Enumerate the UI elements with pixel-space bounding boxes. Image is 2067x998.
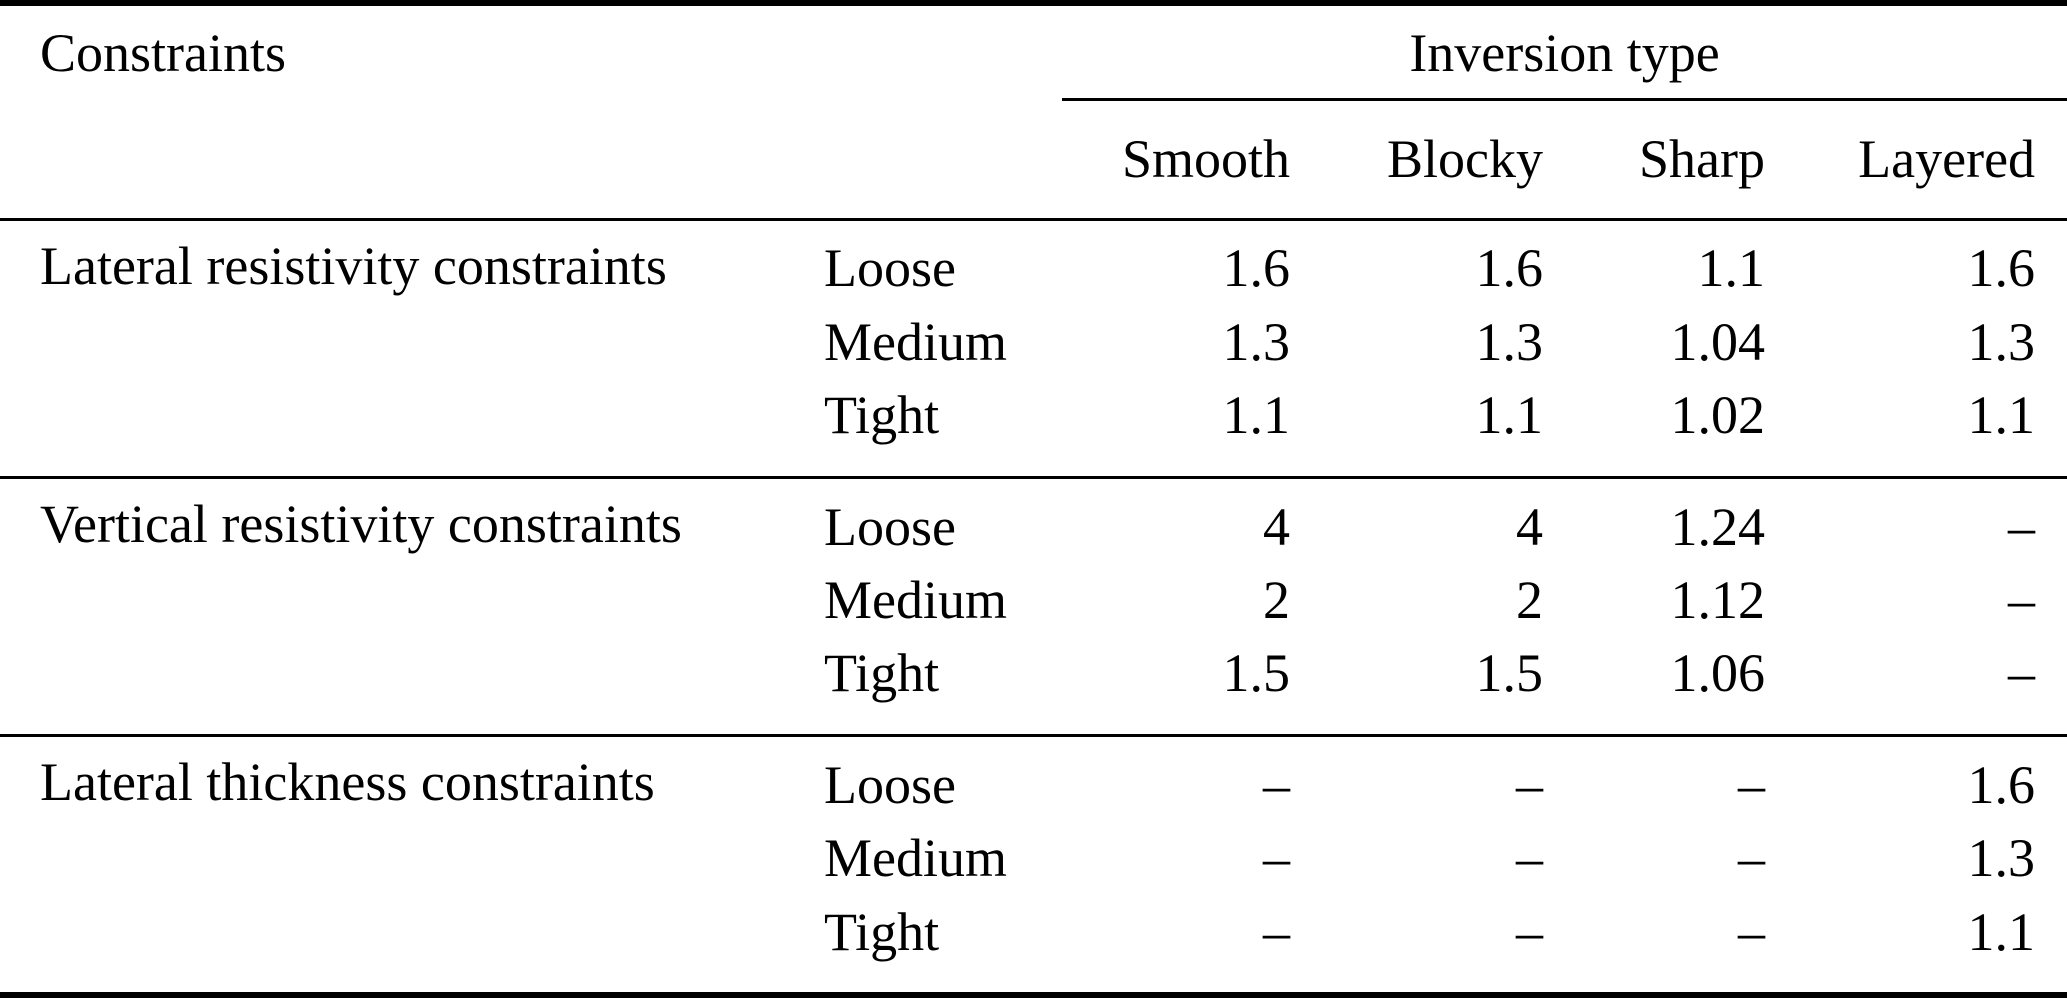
column-header-sharp: Sharp xyxy=(1639,129,1765,189)
group-label: Lateral thickness constraints xyxy=(40,751,655,812)
level-cell: Loose xyxy=(824,238,956,299)
value-cell: 1.3 xyxy=(1475,311,1544,372)
value-cell: 1.1 xyxy=(1475,385,1544,446)
value-cell: 1.02 xyxy=(1670,385,1766,446)
value-cell: – xyxy=(1263,901,1290,962)
table-row: Tight – – – 1.1 xyxy=(0,897,2067,995)
table-row: Tight 1.1 1.1 1.02 1.1 xyxy=(0,381,2067,477)
table-row: Lateral resistivity constraints Loose 1.… xyxy=(0,219,2067,302)
level-cell: Loose xyxy=(824,496,956,557)
value-cell: 4 xyxy=(1516,496,1543,557)
level-cell: Tight xyxy=(824,385,940,446)
inversion-type-header: Inversion type xyxy=(1062,3,2067,101)
level-cell: Tight xyxy=(824,901,940,962)
value-cell: – xyxy=(1516,754,1543,815)
value-cell: 1.3 xyxy=(1967,311,2036,372)
column-header-blocky: Blocky xyxy=(1387,129,1543,189)
row-group-lateral-thickness: Lateral thickness constraints Loose – – … xyxy=(0,735,2067,995)
level-cell: Medium xyxy=(824,569,1007,630)
value-cell: 1.1 xyxy=(1967,385,2036,446)
value-cell: 1.1 xyxy=(1697,238,1766,299)
value-cell: 1.1 xyxy=(1967,901,2036,962)
value-cell: 1.12 xyxy=(1670,569,1766,630)
value-cell: 1.5 xyxy=(1222,643,1291,704)
header-columns-row: Smooth Blocky Sharp Layered xyxy=(0,99,2067,219)
table-header: Constraints Inversion type Smooth Blocky… xyxy=(0,3,2067,219)
header-span-row: Constraints Inversion type xyxy=(0,3,2067,101)
group-label: Vertical resistivity constraints xyxy=(40,493,682,554)
value-cell: – xyxy=(1516,827,1543,888)
empty-header-cell xyxy=(824,3,1062,219)
value-cell: 2 xyxy=(1516,569,1543,630)
value-cell: – xyxy=(1738,754,1765,815)
column-header-layered: Layered xyxy=(1858,129,2036,189)
value-cell: 1.6 xyxy=(1967,754,2036,815)
value-cell: 4 xyxy=(1263,496,1290,557)
value-cell: – xyxy=(1738,901,1765,962)
value-cell: 1.1 xyxy=(1222,385,1291,446)
value-cell: – xyxy=(2008,643,2036,704)
level-cell: Medium xyxy=(824,311,1007,372)
row-group-lateral-resistivity: Lateral resistivity constraints Loose 1.… xyxy=(0,219,2067,477)
constraints-header: Constraints xyxy=(40,23,287,83)
table-row: Vertical resistivity constraints Loose 4… xyxy=(0,477,2067,560)
value-cell: 1.3 xyxy=(1967,827,2036,888)
value-cell: – xyxy=(2008,569,2036,630)
level-cell: Medium xyxy=(824,827,1007,888)
row-group-vertical-resistivity: Vertical resistivity constraints Loose 4… xyxy=(0,477,2067,735)
value-cell: 1.06 xyxy=(1670,643,1766,704)
value-cell: – xyxy=(2008,496,2036,557)
table-row: Medium 1.3 1.3 1.04 1.3 xyxy=(0,302,2067,381)
level-cell: Loose xyxy=(824,754,956,815)
table-row: Medium 2 2 1.12 – xyxy=(0,560,2067,639)
table-row: Lateral thickness constraints Loose – – … xyxy=(0,735,2067,818)
value-cell: – xyxy=(1738,827,1765,888)
value-cell: 1.6 xyxy=(1967,238,2036,299)
column-header-smooth: Smooth xyxy=(1121,129,1290,189)
value-cell: 1.6 xyxy=(1475,238,1544,299)
value-cell: – xyxy=(1263,827,1290,888)
value-cell: – xyxy=(1263,754,1290,815)
value-cell: 1.5 xyxy=(1475,643,1544,704)
value-cell: 1.3 xyxy=(1222,311,1291,372)
value-cell: 1.04 xyxy=(1670,311,1766,372)
value-cell: 1.6 xyxy=(1222,238,1291,299)
level-cell: Tight xyxy=(824,643,940,704)
value-cell: 1.24 xyxy=(1670,496,1766,557)
value-cell: – xyxy=(1516,901,1543,962)
group-label: Lateral resistivity constraints xyxy=(40,235,667,296)
table-row: Medium – – – 1.3 xyxy=(0,819,2067,898)
value-cell: 2 xyxy=(1263,569,1290,630)
table-row: Tight 1.5 1.5 1.06 – xyxy=(0,639,2067,735)
